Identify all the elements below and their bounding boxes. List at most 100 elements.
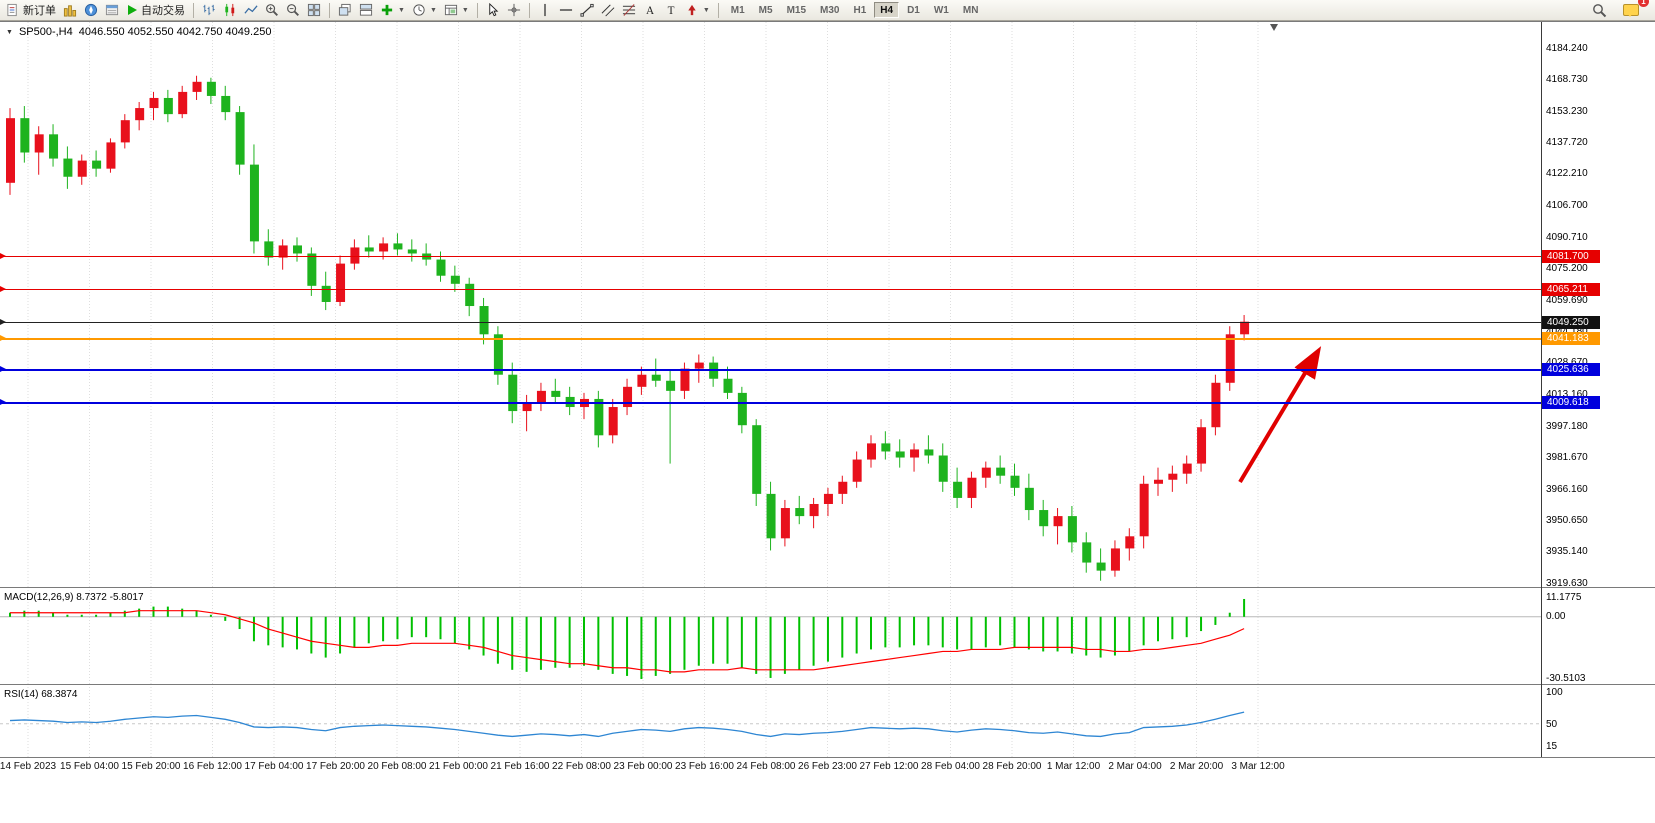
chart-bars-icon [202, 3, 216, 17]
dropdown-caret-icon: ▼ [461, 6, 469, 14]
periods-button[interactable]: ▼ [409, 1, 440, 19]
time-axis-separator [0, 757, 1655, 758]
resistance-line-lower[interactable] [0, 286, 1541, 292]
time-axis-label: 1 Mar 12:00 [1046, 761, 1101, 772]
vertical-line-icon [538, 3, 552, 17]
price-axis-label: 4153.230 [1546, 105, 1588, 117]
horizontal-line-button[interactable] [556, 1, 576, 19]
chart-title: ▼ SP500-,H4 4046.550 4052.550 4042.750 4… [6, 26, 271, 38]
auto-trading-button[interactable]: 自动交易 [123, 1, 188, 19]
time-axis-label: 14 Feb 2023 [0, 761, 57, 772]
notifications-chat-button[interactable]: 1 [1620, 0, 1649, 19]
time-axis-label: 28 Feb 20:00 [982, 761, 1042, 772]
equidistant-channel-icon [601, 3, 615, 17]
macd-label: MACD(12,26,9) 8.7372 -5.8017 [4, 592, 144, 603]
navigator-button[interactable] [81, 1, 101, 19]
fibonacci-button[interactable] [619, 1, 639, 19]
rsi-scale-bottom: 15 [1546, 741, 1558, 752]
toolbar-separator [193, 2, 194, 18]
channel-button[interactable] [598, 1, 618, 19]
main-price-chart[interactable] [0, 22, 1541, 587]
macd-indicator-chart[interactable] [0, 590, 1541, 684]
timeframe-W1[interactable]: W1 [933, 4, 949, 16]
cascade-windows-icon [338, 3, 352, 17]
chart-collapse-caret-icon[interactable]: ▼ [6, 28, 13, 36]
time-axis-label: 20 Feb 08:00 [367, 761, 427, 772]
arrows-icon [685, 3, 699, 17]
rsi-scale-mid: 50 [1546, 719, 1558, 730]
zoom-out-button[interactable] [283, 1, 303, 19]
chart-candles-button[interactable] [220, 1, 240, 19]
new-order-label: 新订单 [23, 5, 56, 17]
time-scale[interactable]: 14 Feb 2023 15 Feb 04:00 15 Feb 20:00 16 Fe… [0, 757, 1541, 781]
trendline-icon [580, 3, 594, 17]
line-left-marker-icon [0, 319, 6, 325]
cascade-windows-button[interactable] [335, 1, 355, 19]
auto-trading-play-icon [126, 4, 138, 16]
resistance-line-upper[interactable] [0, 253, 1541, 259]
tile-horizontal-button[interactable] [356, 1, 376, 19]
line-left-marker-icon [0, 366, 6, 372]
price-scale[interactable]: 4081.700 4065.211 4049.250 4041.183 4025… [1541, 22, 1655, 823]
chat-icon [1623, 4, 1639, 17]
terminal-button[interactable] [102, 1, 122, 19]
label-icon: T [664, 3, 678, 17]
toolbar-separator [717, 2, 719, 18]
templates-button[interactable]: ▼ [441, 1, 472, 19]
panel-separator[interactable] [0, 587, 1655, 588]
timeframe-MN[interactable]: MN [962, 4, 979, 16]
new-order-button[interactable]: 新订单 [3, 1, 59, 19]
dropdown-caret-icon: ▼ [429, 6, 437, 14]
templates-icon [444, 3, 458, 17]
support-line-lower[interactable] [0, 399, 1541, 405]
chart-line-button[interactable] [241, 1, 261, 19]
time-axis-label: 17 Feb 04:00 [244, 761, 304, 772]
svg-text:T: T [667, 5, 674, 17]
time-axis-label: 2 Mar 20:00 [1169, 761, 1224, 772]
market-watch-button[interactable] [60, 1, 80, 19]
price-axis-label: 4013.160 [1546, 388, 1588, 400]
price-badge-support-upper: 4025.636 [1542, 363, 1600, 376]
price-axis-label: 4090.710 [1546, 231, 1588, 243]
tile-windows-icon [307, 3, 321, 17]
line-left-marker-icon [0, 335, 6, 341]
trendline-button[interactable] [577, 1, 597, 19]
vertical-line-button[interactable] [535, 1, 555, 19]
timeframe-M5[interactable]: M5 [758, 4, 773, 16]
timeframe-H4[interactable]: H4 [874, 2, 900, 18]
timeframe-M1[interactable]: M1 [730, 4, 745, 16]
line-left-marker-icon [0, 286, 6, 292]
support-line-upper[interactable] [0, 366, 1541, 372]
fibonacci-icon [622, 3, 636, 17]
crosshair-button[interactable] [504, 1, 524, 19]
add-indicator-button[interactable]: ▼ [377, 1, 408, 19]
cursor-button[interactable] [483, 1, 503, 19]
rsi-indicator-chart[interactable] [0, 687, 1541, 757]
navigator-icon [84, 3, 98, 17]
price-badge-support-lower: 4009.618 [1542, 396, 1600, 409]
tile-windows-button[interactable] [304, 1, 324, 19]
panel-separator[interactable] [0, 684, 1655, 685]
chart-shift-marker-icon[interactable] [1270, 24, 1278, 31]
timeframe-M30[interactable]: M30 [820, 4, 840, 16]
time-axis-label: 15 Feb 04:00 [60, 761, 119, 772]
tile-horizontal-icon [359, 3, 373, 17]
search-button[interactable] [1589, 1, 1610, 19]
horizontal-line-icon [559, 3, 573, 17]
time-axis-label: 26 Feb 23:00 [798, 761, 857, 772]
timeframe-D1[interactable]: D1 [907, 4, 920, 16]
timeframe-H1[interactable]: H1 [853, 4, 867, 16]
time-axis-label: 2 Mar 04:00 [1108, 761, 1162, 772]
rsi-scale-top: 100 [1546, 687, 1563, 698]
chart-bars-button[interactable] [199, 1, 219, 19]
label-tool-button[interactable]: T [661, 1, 681, 19]
timeframe-M15[interactable]: M15 [786, 4, 807, 16]
price-axis-label: 4059.690 [1546, 294, 1588, 306]
zoom-in-button[interactable] [262, 1, 282, 19]
time-axis-label: 24 Feb 08:00 [736, 761, 796, 772]
arrows-tool-button[interactable]: ▼ [682, 1, 713, 19]
current-price-line [0, 319, 1541, 325]
pivot-line-orange[interactable] [0, 335, 1541, 341]
price-axis-label: 4168.730 [1546, 74, 1588, 86]
text-tool-button[interactable]: A [640, 1, 660, 19]
